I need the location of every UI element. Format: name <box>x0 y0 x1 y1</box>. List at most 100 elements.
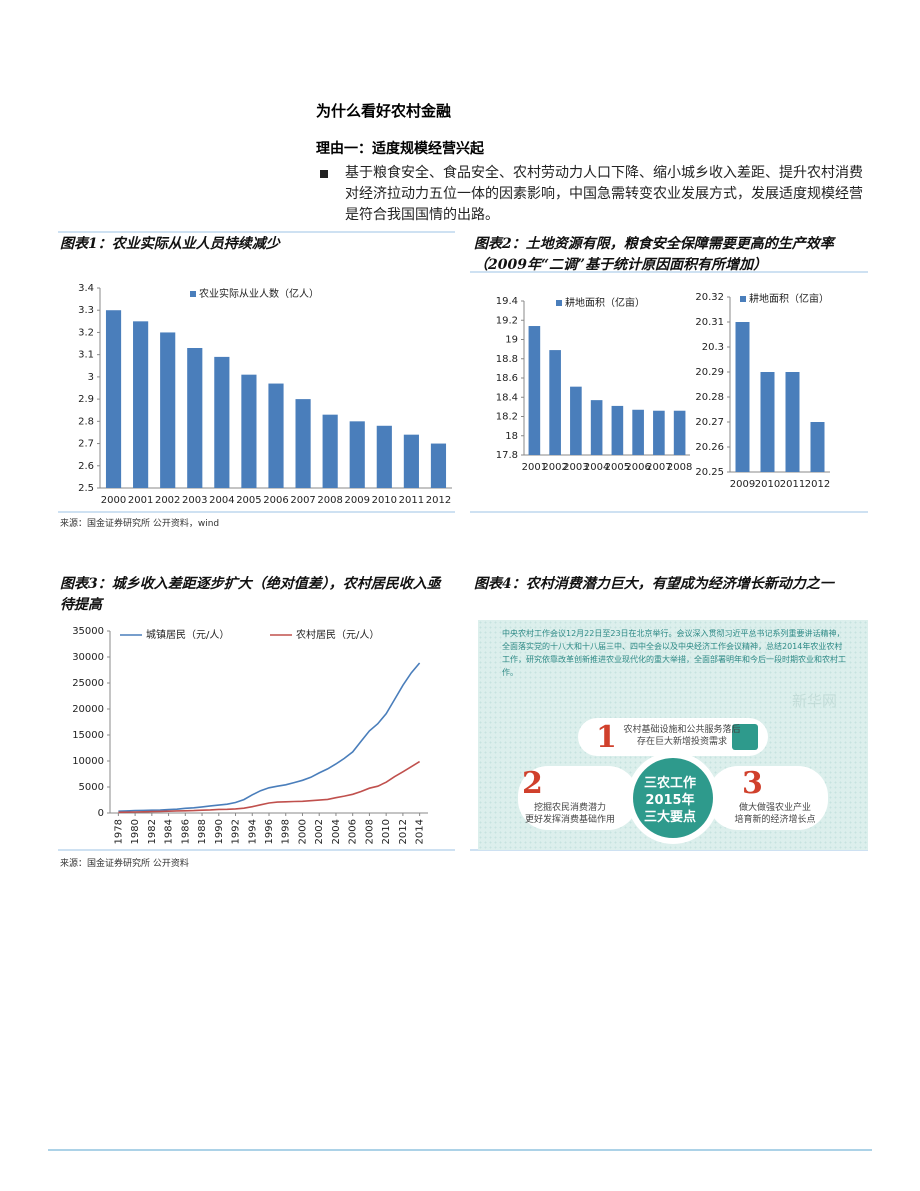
bar <box>760 372 775 472</box>
figure-title: 图表4：农村消费潜力巨大，有望成为经济增长新动力之一 <box>474 576 834 592</box>
x-tick-label: 1986 <box>180 819 191 844</box>
icon <box>732 724 758 750</box>
item-line: 存在巨大新增投资需求 <box>636 737 727 747</box>
y-tick-label: 18.4 <box>496 392 518 403</box>
legend-label: 城镇居民（元/人） <box>146 628 229 641</box>
x-tick-label: 2003 <box>182 495 207 506</box>
figure-title: 图表3：城乡收入差距逐步扩大（绝对值差），农村居民收入亟待提高 <box>60 576 441 613</box>
bar <box>611 405 624 455</box>
center-line: 2015年 <box>645 793 695 808</box>
x-tick-label: 2004 <box>584 462 609 473</box>
x-tick-label: 2006 <box>348 819 359 844</box>
x-tick-label: 2002 <box>314 819 325 844</box>
x-tick-label: 2004 <box>331 819 342 844</box>
y-tick-label: 3.4 <box>78 283 94 294</box>
x-tick-label: 2005 <box>236 495 261 506</box>
bar <box>241 374 257 488</box>
x-tick-label: 1998 <box>281 819 292 844</box>
y-tick-label: 20.31 <box>695 317 724 328</box>
bar <box>268 383 284 488</box>
legend-label: 耕地面积（亿亩） <box>749 292 829 305</box>
x-tick-label: 2010 <box>372 495 397 506</box>
figure-title: 图表2：土地资源有限，粮食安全保障需要更高的生产效率（2009年“二调”基于统计… <box>474 236 834 273</box>
legend-swatch <box>740 296 746 302</box>
x-tick-label: 2003 <box>563 462 588 473</box>
x-tick-label: 2001 <box>128 495 153 506</box>
info-text: 中央农村工作会议12月22日至23日在北京举行。会议深入贯彻习近平总书记系列重要… <box>502 629 846 677</box>
bar <box>187 348 203 488</box>
y-tick-label: 20.3 <box>702 342 724 353</box>
legend-label: 农村居民（元/人） <box>296 628 379 641</box>
item-line: 更好发挥消费基础作用 <box>524 815 615 825</box>
item-line: 做大做强农业产业 <box>738 803 811 813</box>
bar <box>785 372 800 472</box>
x-tick-label: 2012 <box>398 819 409 844</box>
y-tick-label: 20.29 <box>695 367 724 378</box>
x-tick-label: 2012 <box>805 479 830 490</box>
y-tick-label: 2.6 <box>78 461 94 472</box>
y-tick-label: 3.2 <box>78 327 94 338</box>
bullet: 基于粮食安全、食品安全、农村劳动力人口下降、缩小城乡收入差距、提升农村消费对经济… <box>345 165 863 223</box>
y-tick-label: 10000 <box>72 756 104 767</box>
x-tick-label: 1992 <box>231 819 242 844</box>
item-line: 挖掘农民消费潜力 <box>533 803 606 813</box>
x-tick-label: 2002 <box>542 462 567 473</box>
center-text: 三农工作 2015年 三大要点 <box>630 775 710 826</box>
y-tick-label: 3 <box>88 372 94 383</box>
y-tick-label: 15000 <box>72 730 104 741</box>
x-tick-label: 2009 <box>345 495 370 506</box>
item-line: 农村基础设施和公共服务落后 <box>623 725 741 735</box>
center-circle <box>633 758 713 838</box>
item-number: 1 <box>596 720 617 755</box>
bar <box>735 322 750 472</box>
x-tick-label: 2001 <box>522 462 547 473</box>
bar <box>590 400 603 455</box>
item-number: 3 <box>742 766 763 801</box>
y-tick-label: 3.3 <box>78 305 94 316</box>
y-tick-label: 5000 <box>79 782 104 793</box>
bar <box>133 321 149 488</box>
bar <box>673 410 686 455</box>
y-tick-label: 2.9 <box>78 394 94 405</box>
item-box <box>518 766 638 830</box>
line <box>118 662 421 812</box>
item-box <box>708 766 828 830</box>
bar <box>570 386 582 455</box>
x-tick-label: 2000 <box>297 819 308 844</box>
x-tick-label: 1990 <box>214 819 225 844</box>
x-tick-label: 2005 <box>605 462 630 473</box>
item-number: 2 <box>522 766 543 801</box>
y-tick-label: 19 <box>505 335 518 346</box>
y-tick-label: 18 <box>505 431 518 442</box>
x-tick-label: 2008 <box>667 462 692 473</box>
bullet-mark <box>320 170 328 178</box>
x-tick-label: 2004 <box>209 495 234 506</box>
watermark: 新华网 <box>792 692 838 710</box>
x-tick-label: 2010 <box>381 819 392 844</box>
y-tick-label: 2.8 <box>78 416 94 427</box>
x-tick-label: 2008 <box>317 495 342 506</box>
item-text: 农村基础设施和公共服务落后 存在巨大新增投资需求 <box>612 724 752 748</box>
y-tick-label: 2.5 <box>78 483 94 494</box>
source: 来源：国金证券研究所 公开资料 <box>60 859 189 869</box>
bar <box>160 332 176 488</box>
y-tick-label: 20.26 <box>695 442 724 453</box>
y-tick-label: 19.2 <box>496 315 518 326</box>
bar <box>403 434 419 488</box>
bar <box>810 422 825 472</box>
x-tick-label: 1996 <box>264 819 275 844</box>
legend-label: 耕地面积（亿亩） <box>565 296 645 309</box>
figure-title: 图表1：农业实际从业人员持续减少 <box>60 236 280 252</box>
y-tick-label: 17.8 <box>496 450 518 461</box>
y-tick-label: 18.8 <box>496 354 518 365</box>
x-tick-label: 1988 <box>197 819 208 844</box>
y-tick-label: 2.7 <box>78 439 94 450</box>
x-tick-label: 1982 <box>147 819 158 844</box>
bar <box>105 310 122 488</box>
bar <box>376 425 392 488</box>
y-tick-label: 20.25 <box>695 467 724 478</box>
center-line: 三农工作 <box>643 776 696 791</box>
bar <box>653 410 665 455</box>
